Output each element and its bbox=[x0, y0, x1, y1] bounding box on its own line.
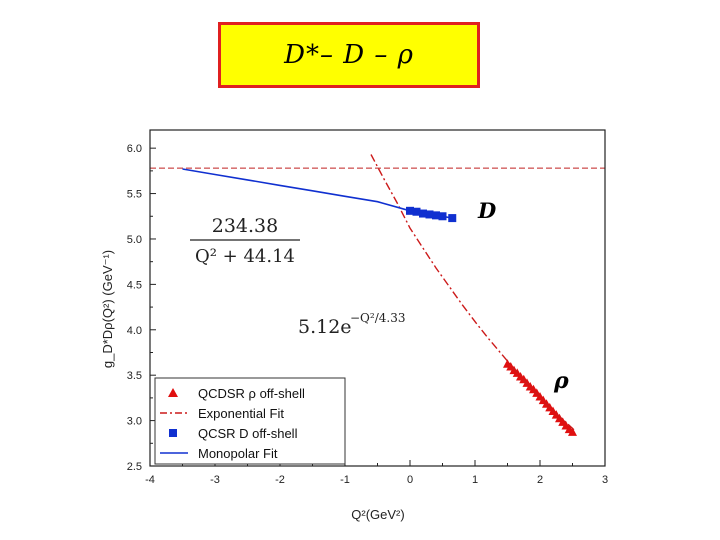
legend-box bbox=[154, 377, 346, 465]
title-box: D*– D – ρ bbox=[218, 22, 480, 88]
chart-title: D*– D – ρ bbox=[284, 40, 414, 70]
x-tick-label: 0 bbox=[407, 474, 413, 486]
legend-label-monopolar-fit: Monopolar Fit bbox=[198, 446, 278, 461]
exp-power-label: −Q²/4.33 bbox=[350, 311, 405, 325]
data-point-triangle bbox=[568, 427, 577, 436]
x-tick-label: 1 bbox=[472, 474, 478, 486]
y-tick-label: 5.0 bbox=[127, 234, 142, 246]
y-tick-label: 5.5 bbox=[127, 189, 142, 201]
legend-marker-triangle bbox=[168, 388, 178, 397]
y-tick-label: 2.5 bbox=[127, 461, 142, 473]
y-tick-label: 3.0 bbox=[127, 416, 142, 428]
x-tick-label: 2 bbox=[537, 474, 543, 486]
axes-layer: -4 -3 -2 -1 0 1 2 3 2.5 3.0 3.5 4.0 4.5 5.0 5.5 6.0 bbox=[127, 129, 608, 486]
y-tick-label: 6.0 bbox=[127, 143, 142, 155]
curve-label-rho: ρ bbox=[553, 368, 569, 394]
x-axis-title: Q²(GeV²) bbox=[351, 507, 404, 522]
legend-label-qcdsr-rho: QCDSR ρ off-shell bbox=[198, 386, 305, 401]
legend-label-qcsr-d: QCSR D off-shell bbox=[198, 426, 298, 441]
series-line-1 bbox=[370, 154, 577, 433]
mono-numerator-label: 234.38 bbox=[212, 215, 278, 237]
legend: QCDSR ρ off-shell Exponential Fit QCSR D… bbox=[154, 377, 346, 465]
y-tick-label: 4.5 bbox=[127, 279, 142, 291]
exp-base-label: 5.12e bbox=[298, 316, 352, 338]
legend-label-exponential-fit: Exponential Fit bbox=[198, 406, 284, 421]
x-tick-label: -3 bbox=[210, 474, 220, 486]
x-tick-label: -2 bbox=[275, 474, 285, 486]
mono-denominator-label: Q² + 44.14 bbox=[195, 246, 295, 267]
curve-label-D: D bbox=[477, 198, 497, 223]
series-layer bbox=[182, 154, 577, 436]
y-tick-label: 4.0 bbox=[127, 325, 142, 337]
y-tick-label: 3.5 bbox=[127, 370, 142, 382]
legend-marker-square bbox=[169, 429, 177, 437]
y-axis-title: g_D*Dρ(Q²) (GeV⁻¹) bbox=[100, 250, 115, 368]
x-tick-label: -1 bbox=[340, 474, 350, 486]
x-tick-label: 3 bbox=[602, 474, 608, 486]
x-tick-label: -4 bbox=[145, 474, 155, 486]
series-line-3 bbox=[182, 168, 453, 219]
